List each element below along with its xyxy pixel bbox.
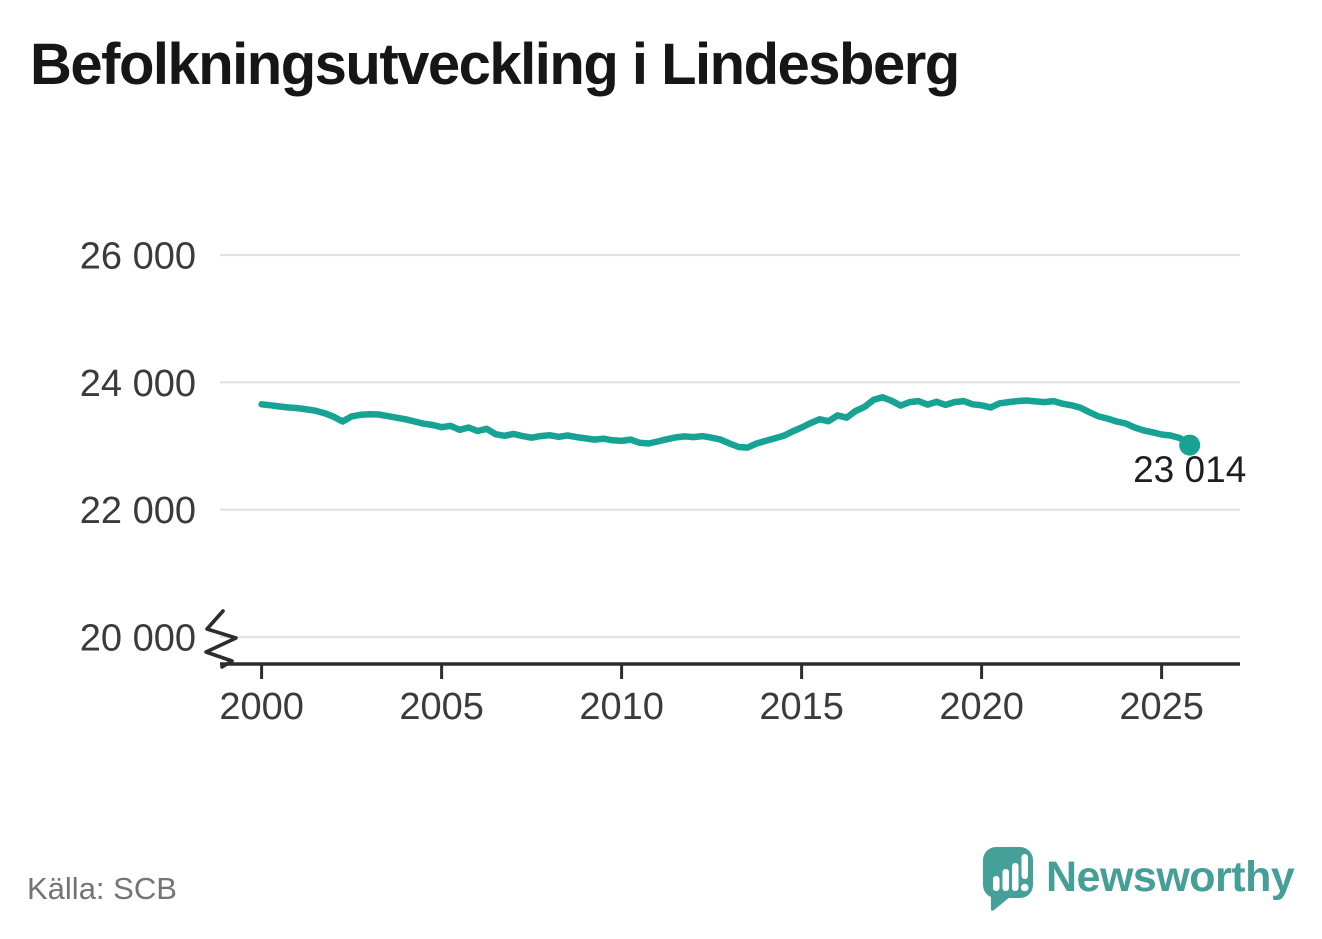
x-tick-label: 2025	[1119, 686, 1204, 728]
end-point-marker	[1179, 434, 1201, 456]
population-line	[258, 394, 1193, 451]
x-tick-label: 2020	[939, 686, 1024, 728]
x-tick-label: 2010	[579, 686, 664, 728]
newsworthy-wordmark: Newsworthy	[1046, 853, 1295, 901]
x-tick-label: 2000	[219, 686, 304, 728]
chart-title: Befolkningsutveckling i Lindesberg	[30, 32, 960, 97]
x-tick-label: 2015	[759, 686, 844, 728]
y-tick-label: 22 000	[80, 490, 196, 532]
axis-break-icon	[204, 609, 238, 669]
x-tick-label: 2005	[399, 686, 484, 728]
newsworthy-icon	[983, 847, 1033, 911]
y-tick-label: 26 000	[80, 236, 196, 278]
y-tick-label: 20 000	[80, 618, 196, 660]
newsworthy-logo: Newsworthy	[982, 846, 1302, 916]
source-note: Källa: SCB	[27, 871, 177, 906]
end-value-label: 23 014	[1133, 449, 1246, 490]
y-tick-label: 24 000	[80, 363, 196, 405]
